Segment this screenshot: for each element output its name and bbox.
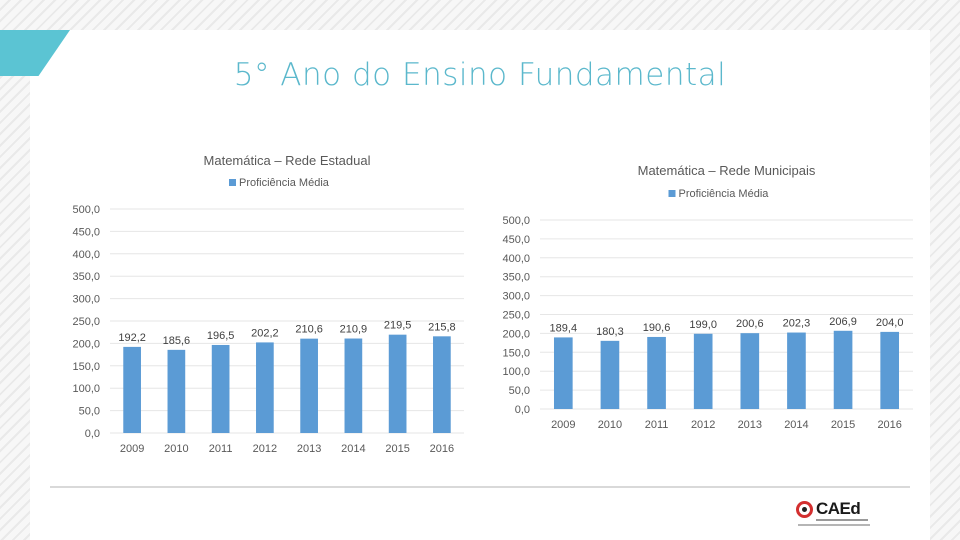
x-tick-label: 2014 (341, 443, 365, 455)
bar (167, 349, 186, 433)
bar (211, 344, 230, 433)
y-tick-label: 300,0 (72, 294, 100, 306)
x-tick-label: 2012 (691, 419, 715, 431)
data-label: 196,5 (207, 330, 235, 342)
caed-logo-tagline (816, 519, 868, 521)
legend-swatch (668, 190, 676, 197)
legend-label: Proficiência Média (679, 188, 770, 200)
bar (693, 333, 713, 409)
slide-title: 5° Ano do Ensino Fundamental (233, 57, 727, 93)
x-tick-label: 2010 (598, 419, 622, 431)
chart-rede-estadual-svg: Matemática – Rede Estadual Proficiência M… (72, 153, 464, 455)
data-label: 200,6 (736, 318, 764, 330)
bar (344, 338, 363, 433)
y-tick-label: 100,0 (502, 366, 530, 378)
bar (123, 346, 141, 433)
y-tick-label: 350,0 (72, 271, 100, 283)
y-tick-label: 400,0 (502, 253, 530, 265)
caed-logo-tagline-2 (798, 524, 870, 526)
x-tick-label: 2015 (831, 419, 855, 431)
y-tick-label: 100,0 (72, 383, 100, 395)
x-tick-label: 2009 (551, 419, 575, 431)
data-label: 189,4 (550, 322, 578, 334)
x-tick-label: 2011 (645, 419, 669, 431)
data-label: 210,6 (295, 324, 323, 336)
caed-logo-wordmark: CAEd (816, 499, 861, 518)
legend-label: Proficiência Média (239, 177, 330, 189)
y-tick-label: 200,0 (502, 328, 530, 340)
bar (833, 330, 853, 409)
caed-logo-icon (796, 501, 813, 518)
x-tick-label: 2014 (784, 419, 808, 431)
data-label: 180,3 (596, 326, 624, 338)
chart-rede-municipais: Matemática – Rede Municipais Proficiência… (495, 158, 925, 438)
y-tick-label: 200,0 (72, 338, 100, 350)
data-label: 210,9 (340, 324, 368, 336)
x-tick-label: 2011 (209, 443, 233, 455)
y-tick-label: 50,0 (79, 406, 100, 418)
chart-rede-estadual: Matemática – Rede Estadual Proficiência M… (60, 145, 480, 465)
legend-swatch (229, 179, 236, 186)
caed-logo: CAEd (796, 499, 876, 530)
slide-card (30, 30, 930, 540)
bar (256, 342, 274, 433)
y-tick-label: 450,0 (72, 226, 100, 238)
y-tick-label: 150,0 (502, 347, 530, 359)
x-tick-label: 2010 (164, 443, 188, 455)
x-tick-label: 2013 (297, 443, 321, 455)
bar (600, 340, 620, 409)
footer-divider (50, 486, 910, 488)
chart-title: Matemática – Rede Estadual (204, 153, 371, 168)
y-tick-label: 250,0 (72, 316, 100, 328)
data-label: 219,5 (384, 320, 412, 332)
chart-rede-municipais-svg: Matemática – Rede Municipais Proficiência… (502, 163, 913, 431)
bar (880, 331, 900, 409)
data-label: 199,0 (689, 319, 717, 331)
y-tick-label: 400,0 (72, 249, 100, 261)
bar (388, 334, 407, 433)
data-label: 202,3 (783, 318, 811, 330)
y-tick-label: 350,0 (502, 272, 530, 284)
x-tick-label: 2012 (253, 443, 277, 455)
data-label: 206,9 (829, 316, 857, 328)
x-tick-label: 2009 (120, 443, 144, 455)
y-tick-label: 250,0 (502, 310, 530, 322)
bar (300, 338, 318, 433)
y-tick-label: 0,0 (85, 428, 100, 440)
chart-title: Matemática – Rede Municipais (638, 163, 816, 178)
data-label: 204,0 (876, 317, 904, 329)
x-tick-label: 2016 (430, 443, 454, 455)
data-label: 192,2 (118, 332, 146, 344)
y-tick-label: 500,0 (72, 204, 100, 216)
y-tick-label: 500,0 (502, 215, 530, 227)
data-label: 190,6 (643, 322, 671, 334)
data-label: 215,8 (428, 321, 456, 333)
y-tick-label: 0,0 (515, 404, 530, 416)
bar (740, 333, 760, 409)
bar (553, 337, 573, 409)
bar (647, 336, 666, 409)
x-tick-label: 2015 (385, 443, 409, 455)
data-label: 185,6 (163, 335, 191, 347)
x-tick-label: 2013 (738, 419, 762, 431)
y-tick-label: 300,0 (502, 291, 530, 303)
x-tick-label: 2016 (877, 419, 901, 431)
bar (433, 336, 451, 433)
y-tick-label: 150,0 (72, 361, 100, 373)
bar (787, 332, 806, 409)
y-tick-label: 450,0 (502, 234, 530, 246)
y-tick-label: 50,0 (509, 385, 530, 397)
data-label: 202,2 (251, 327, 279, 339)
